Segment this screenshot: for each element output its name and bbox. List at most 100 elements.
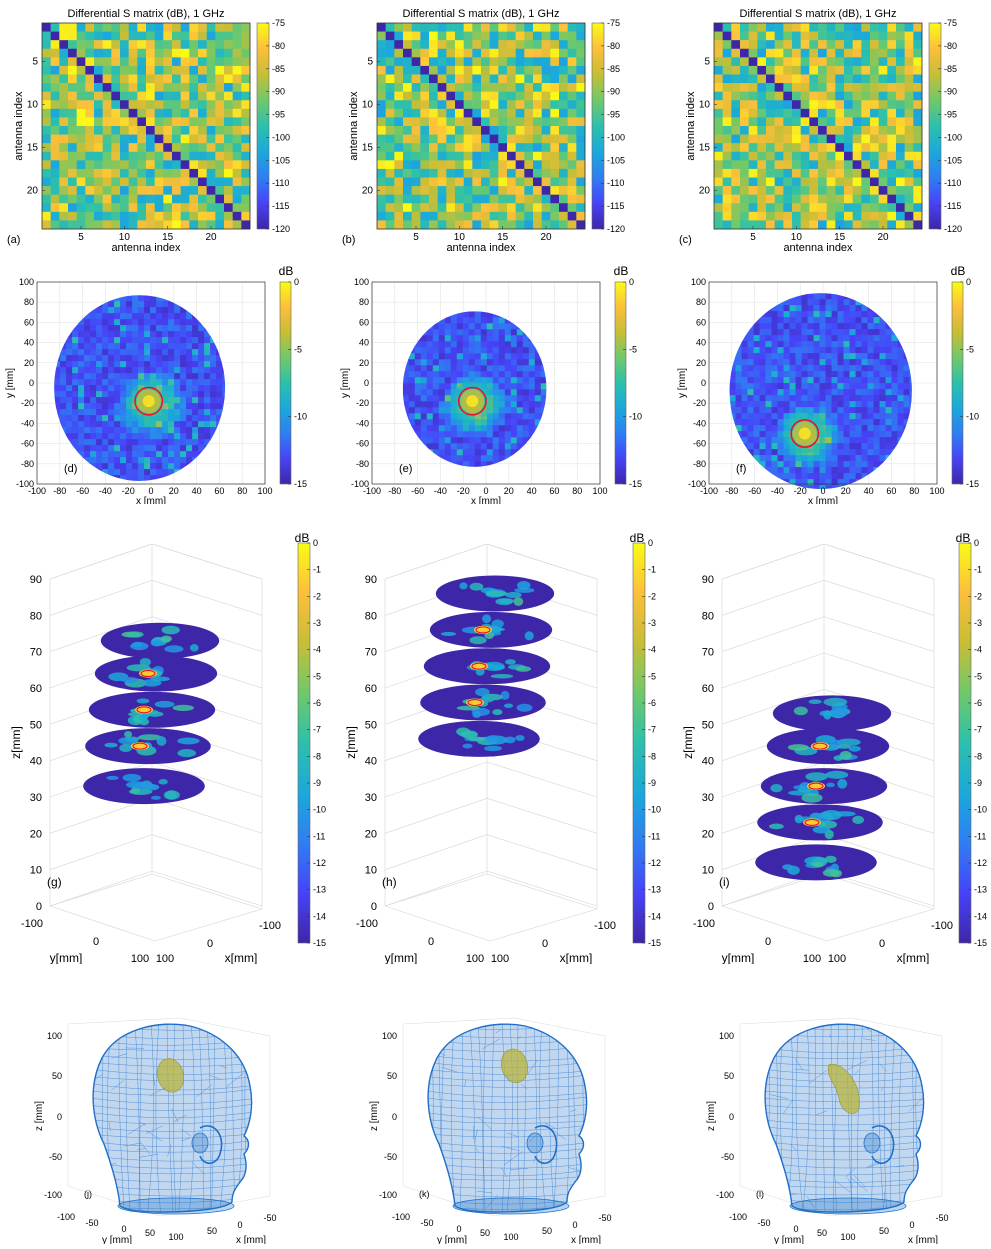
map-pixel: [760, 455, 766, 461]
heatmap-cell: [120, 92, 129, 101]
heatmap-cell: [550, 152, 559, 161]
heatmap-cell: [412, 100, 421, 109]
map-pixel: [120, 331, 126, 337]
map-pixel: [186, 313, 192, 319]
map-pixel: [730, 443, 736, 449]
map-pixel: [108, 337, 114, 343]
map-pixel: [469, 353, 475, 359]
heatmap-cell: [818, 160, 827, 169]
map-pixel: [174, 307, 180, 313]
map-pixel: [114, 433, 120, 439]
map-pixel: [874, 431, 880, 437]
heatmap-cell: [198, 109, 207, 118]
map-pixel: [886, 479, 892, 485]
z-tick-label: 60: [702, 683, 714, 695]
map-pixel: [898, 479, 904, 485]
heatmap-cell: [757, 212, 766, 221]
heatmap-cell: [233, 23, 242, 32]
map-pixel: [904, 389, 910, 395]
map-pixel: [736, 311, 742, 317]
map-pixel: [886, 359, 892, 365]
heatmap-cell: [576, 126, 585, 135]
map-pixel: [445, 371, 451, 377]
map-pixel: [760, 347, 766, 353]
map-pixel: [60, 415, 66, 421]
map-pixel: [144, 475, 150, 481]
map-pixel: [180, 433, 186, 439]
heatmap-cell: [853, 160, 862, 169]
heatmap-cell: [241, 100, 250, 109]
map-pixel: [433, 371, 439, 377]
map-pixel: [192, 367, 198, 373]
map-pixel: [826, 401, 832, 407]
map-pixel: [108, 379, 114, 385]
heatmap-cell: [550, 40, 559, 49]
map-pixel: [132, 457, 138, 463]
map-pixel: [192, 451, 198, 457]
map-pixel: [96, 415, 102, 421]
heatmap-cell: [809, 100, 818, 109]
map-pixel: [174, 325, 180, 331]
colorbar-tick-label: -105: [272, 155, 290, 165]
map-pixel: [102, 433, 108, 439]
heatmap-cell: [827, 195, 836, 204]
map-pixel: [72, 379, 78, 385]
slice-blob: [461, 730, 477, 739]
map-pixel: [832, 311, 838, 317]
map-pixel: [457, 317, 463, 323]
heatmap-cell: [844, 135, 853, 144]
map-pixel: [96, 319, 102, 325]
heatmap-cell: [757, 135, 766, 144]
heatmap-cell: [559, 40, 568, 49]
heatmap-cell: [861, 49, 870, 58]
map-pixel: [198, 445, 204, 451]
map-pixel: [120, 295, 126, 301]
map-pixel: [186, 433, 192, 439]
heatmap-cell: [801, 32, 810, 41]
map-pixel: [427, 347, 433, 353]
map-pixel: [766, 455, 772, 461]
map-pixel: [192, 313, 198, 319]
heatmap-cell: [163, 117, 172, 126]
map-pixel: [868, 323, 874, 329]
y-tick-label: -100: [688, 479, 706, 489]
heatmap-cell: [412, 195, 421, 204]
heatmap-cell: [120, 49, 129, 58]
heatmap-cell: [507, 220, 516, 229]
map-pixel: [880, 401, 886, 407]
map-pixel: [198, 313, 204, 319]
map-pixel: [886, 437, 892, 443]
heatmap-cell: [146, 75, 155, 84]
map-pixel: [880, 485, 886, 491]
heatmap-cell: [740, 57, 749, 66]
heatmap-cell: [394, 75, 403, 84]
map-pixel: [511, 437, 517, 443]
heatmap-cell: [85, 117, 94, 126]
heatmap-cell: [507, 178, 516, 187]
map-pixel: [499, 329, 505, 335]
map-pixel: [421, 329, 427, 335]
map-pixel: [868, 347, 874, 353]
map-pixel: [162, 439, 168, 445]
heatmap-cell: [818, 220, 827, 229]
map-pixel: [120, 445, 126, 451]
map-pixel: [66, 325, 72, 331]
heatmap-cell: [207, 49, 216, 58]
map-pixel: [66, 337, 72, 343]
heatmap-cell: [844, 212, 853, 221]
heatmap-cell: [394, 212, 403, 221]
map-pixel: [144, 451, 150, 457]
heatmap-cell: [740, 83, 749, 92]
map-pixel: [54, 367, 60, 373]
map-pixel: [439, 407, 445, 413]
heatmap-cell: [887, 212, 896, 221]
heatmap-cell: [766, 92, 775, 101]
heatmap-cell: [757, 195, 766, 204]
heatmap-cell: [189, 49, 198, 58]
heatmap-cell: [68, 32, 77, 41]
heatmap-cell: [740, 40, 749, 49]
map-pixel: [910, 473, 916, 479]
heatmap-cell: [111, 186, 120, 195]
heatmap-cell: [775, 126, 784, 135]
map-pixel: [90, 469, 96, 475]
